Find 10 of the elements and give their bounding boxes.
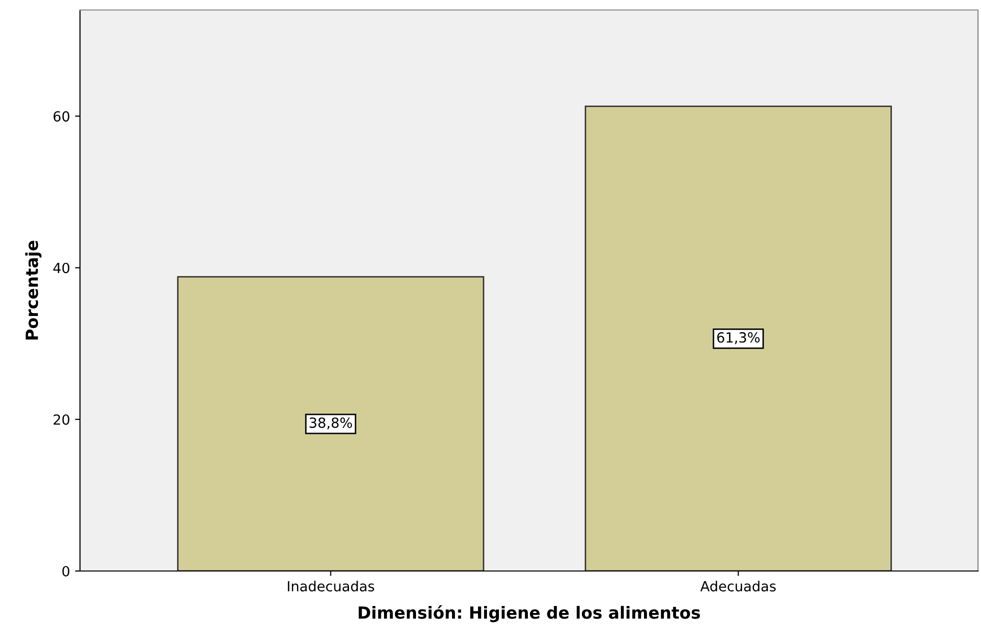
data-label: 38,8% — [310, 417, 352, 430]
x-tick-label: Inadecuadas — [288, 580, 374, 592]
y-tick-label: 40 — [53, 262, 70, 274]
y-tick-label: 60 — [54, 111, 70, 122]
x-axis-title: Dimensión: Higiene de los alimentos — [358, 605, 700, 622]
y-axis-title: Porcentaje — [25, 240, 42, 340]
data-label: 61,3% — [717, 332, 760, 344]
x-tick-label: Adecuadas — [700, 580, 776, 592]
y-tick-label: 0 — [62, 566, 70, 576]
y-tick-label: 20 — [54, 414, 70, 425]
